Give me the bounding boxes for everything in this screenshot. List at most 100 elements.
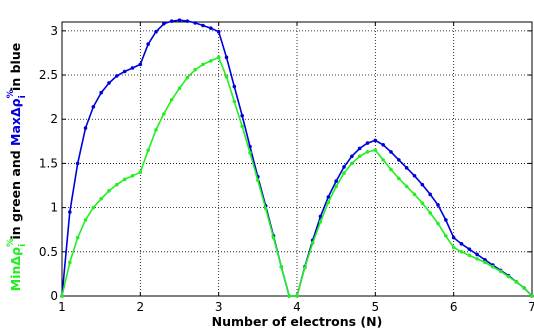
data-point-min bbox=[256, 178, 260, 183]
data-point-min bbox=[177, 86, 182, 91]
data-point-max bbox=[420, 182, 425, 187]
data-point-min bbox=[279, 265, 284, 269]
data-point-min bbox=[130, 173, 135, 178]
data-point-max bbox=[444, 218, 448, 222]
data-point-max bbox=[91, 105, 96, 109]
data-point-min bbox=[91, 205, 96, 210]
y-tick-label: 0.5 bbox=[39, 245, 58, 259]
data-point-max bbox=[350, 154, 354, 159]
x-tick-label: 7 bbox=[528, 300, 534, 314]
data-point-min bbox=[232, 99, 237, 104]
data-point-max bbox=[107, 81, 111, 85]
data-point-max bbox=[381, 143, 385, 147]
data-point-max bbox=[224, 55, 229, 60]
data-point-max bbox=[232, 84, 237, 89]
data-point-max bbox=[162, 21, 166, 26]
data-point-min bbox=[467, 253, 472, 258]
x-tick-label: 2 bbox=[137, 300, 145, 314]
data-point-min bbox=[193, 67, 197, 72]
grid bbox=[61, 22, 533, 297]
series-min bbox=[60, 55, 534, 298]
y-tick-label: 2 bbox=[50, 112, 58, 126]
data-point-max bbox=[475, 252, 479, 257]
data-point-max bbox=[467, 247, 472, 251]
data-point-min bbox=[60, 294, 64, 298]
x-tick-label: 4 bbox=[293, 300, 301, 314]
x-axis-title: Number of electrons (N) bbox=[212, 314, 383, 329]
x-tick-label: 1 bbox=[58, 300, 66, 314]
data-point-max bbox=[99, 90, 103, 95]
y-axis-title-min-delta-rho: Δρ bbox=[8, 247, 23, 266]
y-axis-title-max: Max bbox=[8, 117, 23, 146]
data-point-min bbox=[83, 218, 88, 222]
data-point-max bbox=[334, 179, 338, 183]
y-tick-label: 2.5 bbox=[39, 68, 58, 82]
data-point-min bbox=[271, 235, 276, 240]
data-point-min bbox=[216, 55, 221, 60]
data-point-min bbox=[303, 265, 307, 270]
data-point-max bbox=[146, 42, 150, 46]
data-point-max bbox=[373, 138, 378, 143]
data-point-min bbox=[209, 59, 213, 63]
data-point-min bbox=[342, 171, 346, 175]
data-point-min bbox=[365, 150, 370, 154]
data-point-min bbox=[436, 221, 440, 226]
data-point-max bbox=[365, 141, 370, 145]
data-point-min bbox=[240, 124, 244, 129]
data-point-min bbox=[451, 245, 456, 250]
data-point-max bbox=[389, 150, 393, 154]
data-point-min bbox=[491, 265, 495, 269]
axis-ticks: 1 2 3 4 5 6 7 0 0.5 1 1.5 2 2.5 3 bbox=[39, 22, 534, 314]
data-point-min bbox=[169, 97, 174, 102]
data-point-min bbox=[475, 257, 479, 261]
data-point-min bbox=[248, 151, 252, 155]
data-point-max bbox=[412, 173, 417, 178]
x-tick-label: 6 bbox=[450, 300, 458, 314]
data-point-max bbox=[75, 161, 80, 166]
data-point-min bbox=[201, 62, 205, 67]
data-point-max bbox=[318, 214, 323, 219]
y-tick-label: 0 bbox=[50, 289, 58, 303]
data-point-min bbox=[310, 241, 315, 245]
x-tick-label: 5 bbox=[372, 300, 380, 314]
data-point-min bbox=[107, 189, 111, 193]
plot-frame bbox=[61, 21, 533, 297]
data-point-max bbox=[397, 158, 401, 162]
data-point-max bbox=[169, 19, 174, 23]
data-point-min bbox=[498, 269, 503, 274]
data-point-max bbox=[357, 146, 362, 151]
y-axis-title-min: Min bbox=[8, 266, 23, 292]
data-point-min bbox=[162, 112, 166, 116]
data-point-min bbox=[428, 211, 432, 215]
svg-text:MinΔρ%i in green and MaxΔρ%i i: MinΔρ% i in green and MaxΔρ% i in blue bbox=[6, 43, 28, 291]
data-point-min bbox=[138, 170, 143, 175]
data-point-max bbox=[342, 165, 346, 169]
data-point-max bbox=[326, 195, 331, 199]
series-layer bbox=[60, 18, 534, 298]
data-point-max bbox=[138, 62, 143, 67]
data-point-min bbox=[522, 286, 526, 290]
y-axis-title-max-delta-rho: Δρ bbox=[8, 98, 23, 117]
data-point-max bbox=[404, 166, 409, 170]
data-point-min bbox=[326, 200, 331, 205]
data-point-min bbox=[483, 260, 487, 265]
data-point-max bbox=[428, 192, 432, 197]
y-axis-title-max-sup: % bbox=[6, 89, 16, 98]
data-point-min bbox=[373, 148, 378, 152]
data-point-max bbox=[177, 18, 182, 23]
data-point-min bbox=[224, 75, 229, 79]
y-axis-title-min-sup: % bbox=[6, 238, 16, 247]
data-point-min bbox=[146, 148, 150, 152]
data-point-max bbox=[130, 66, 135, 70]
data-point-max bbox=[83, 126, 88, 130]
y-axis-title: MinΔρ% i in green and MaxΔρ% i in blue bbox=[6, 43, 28, 291]
data-point-min bbox=[514, 280, 519, 284]
data-point-min bbox=[381, 158, 385, 162]
data-point-min bbox=[412, 192, 417, 197]
data-point-min bbox=[295, 294, 299, 298]
data-point-min bbox=[459, 250, 464, 254]
data-point-max bbox=[209, 26, 213, 30]
data-point-min bbox=[75, 235, 80, 240]
data-point-min bbox=[404, 184, 409, 189]
data-point-min bbox=[357, 154, 362, 159]
